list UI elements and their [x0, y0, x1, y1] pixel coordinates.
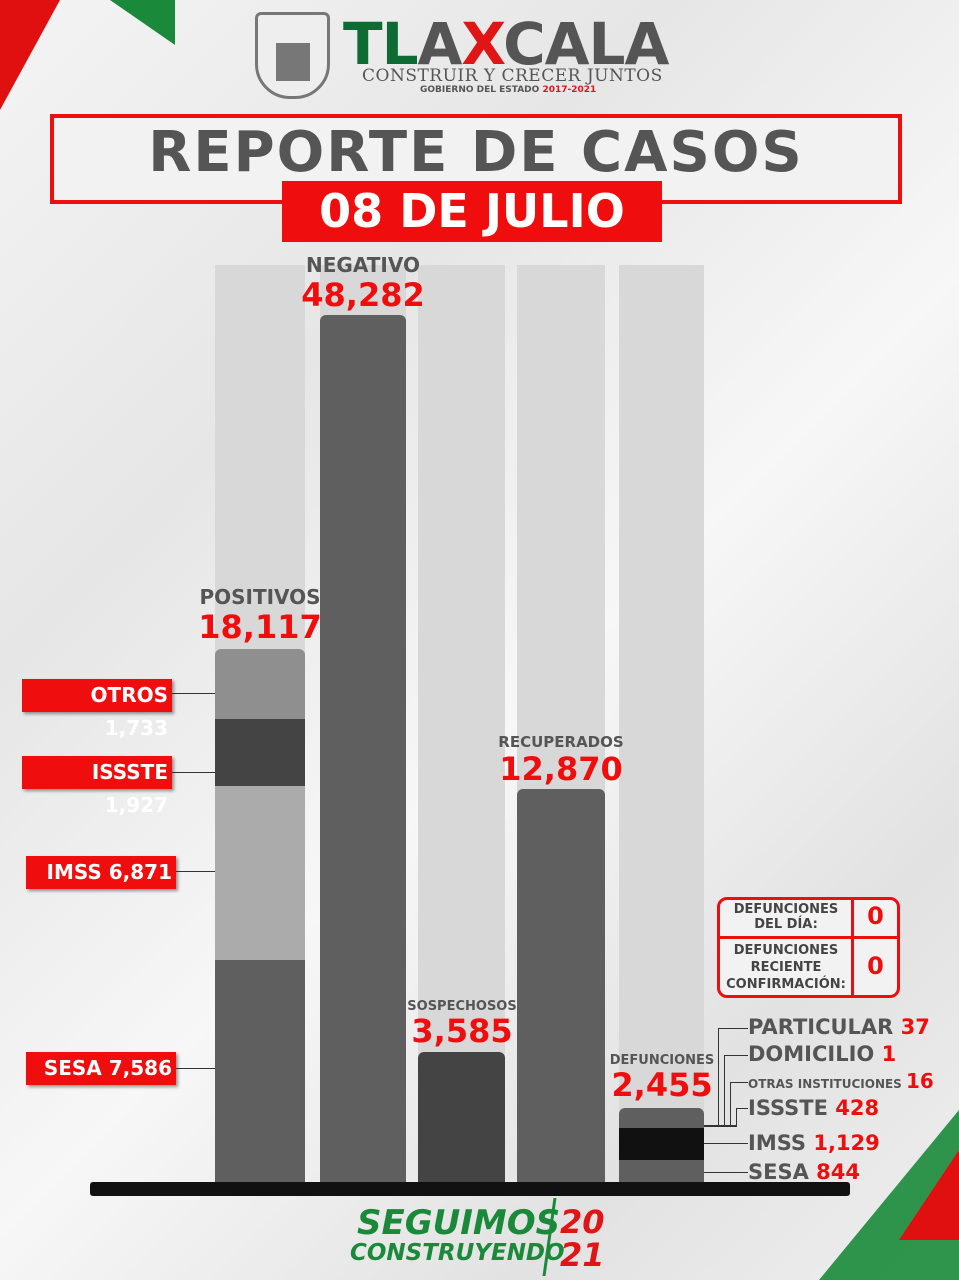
logo-text: TLAXCALA	[343, 10, 669, 78]
bar-defunciones-top	[619, 1108, 704, 1128]
bar-positivos-sesa	[215, 960, 305, 1183]
value-label: 18,117	[198, 608, 322, 646]
government-period: 2017-2021	[542, 85, 597, 95]
category-label: DEFUNCIONES	[609, 1053, 715, 1068]
footer-year-bottom: 21	[560, 1236, 605, 1274]
bar-defunciones-imss	[619, 1128, 704, 1160]
bar-defunciones-sesa	[619, 1160, 704, 1183]
category-label: POSITIVOS	[199, 585, 321, 609]
corner-decoration	[110, 0, 175, 45]
connector-lines	[704, 1024, 749, 1184]
bar-track	[418, 265, 505, 1183]
defunciones-imss: IMSS 1,129	[748, 1131, 880, 1155]
deaths-recent-label: DEFUNCIONES RECIENTE CONFIRMACIÓN:	[726, 943, 846, 992]
corner-decoration	[899, 1150, 959, 1240]
slogan: CONSTRUIR Y CRECER JUNTOS	[362, 66, 663, 86]
value-label: 48,282	[301, 276, 425, 314]
connector-line	[172, 772, 215, 773]
category-label: RECUPERADOS	[498, 733, 624, 751]
footer-line2: CONSTRUYENDO	[350, 1240, 565, 1266]
positivos-sesa-label: SESA 7,586	[26, 1052, 176, 1085]
bar-positivos-otros	[215, 649, 305, 719]
bar-negativo	[320, 315, 406, 1183]
defunciones-particular: PARTICULAR 37	[748, 1015, 930, 1039]
defunciones-issste: ISSSTE 428	[748, 1096, 880, 1120]
corner-decoration	[0, 0, 60, 110]
bar-sospechosos	[418, 1052, 505, 1183]
government-line: GOBIERNO DEL ESTADO 2017-2021	[420, 85, 596, 95]
defunciones-sesa: SESA 844	[748, 1160, 861, 1184]
defunciones-otras: OTRAS INSTITUCIONES 16	[748, 1069, 934, 1093]
connector-line	[172, 693, 215, 694]
value-label: 3,585	[411, 1012, 513, 1050]
baseline	[90, 1182, 850, 1196]
value-label: 2,455	[611, 1066, 713, 1104]
deaths-day-value: 0	[867, 902, 884, 930]
positivos-otros-label: OTROS 1,733	[22, 679, 172, 740]
connector-line	[176, 871, 215, 872]
footer-line1: SEGUIMOS	[357, 1203, 561, 1243]
positivos-imss-label: IMSS 6,871	[26, 856, 176, 889]
bar-positivos-imss	[215, 786, 305, 960]
footer-year-top: 20	[560, 1203, 605, 1241]
defunciones-domicilio: DOMICILIO 1	[748, 1042, 897, 1066]
bar-track	[619, 265, 704, 1183]
coat-of-arms-logo	[255, 12, 330, 99]
positivos-issste-label: ISSSTE 1,927	[22, 756, 172, 817]
bar-positivos-issste	[215, 719, 305, 786]
bar-recuperados	[517, 789, 605, 1183]
title-box	[50, 114, 902, 204]
deaths-day-label: DEFUNCIONES DEL DÍA:	[733, 902, 839, 932]
deaths-table: DEFUNCIONES DEL DÍA: 0 DEFUNCIONES RECIE…	[717, 897, 900, 998]
value-label: 12,870	[499, 750, 623, 788]
date-banner: 08 DE JULIO	[282, 181, 662, 242]
deaths-recent-value: 0	[867, 952, 884, 980]
category-label: NEGATIVO	[306, 253, 420, 277]
government-label: GOBIERNO DEL ESTADO	[420, 85, 540, 95]
connector-line	[176, 1068, 215, 1069]
category-label: SOSPECHOSOS	[407, 999, 517, 1014]
